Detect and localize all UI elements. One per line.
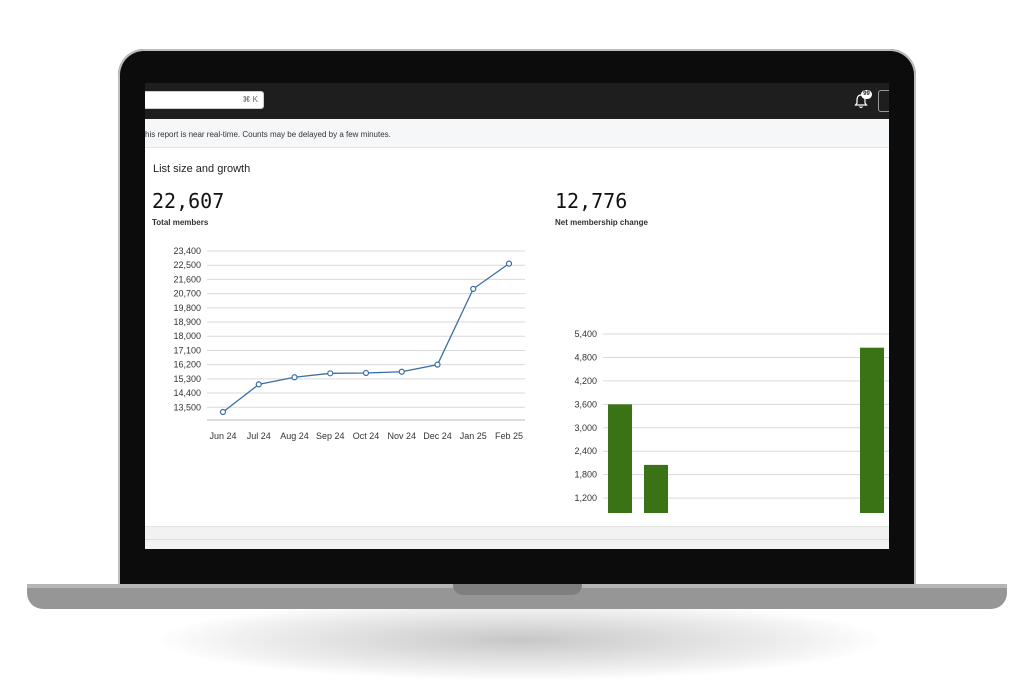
line-chart-y-tick: 18,000 [173, 331, 201, 341]
line-chart-y-tick: 14,400 [173, 388, 201, 398]
line-chart-point[interactable] [327, 370, 334, 377]
line-chart-y-tick: 21,600 [173, 274, 201, 284]
line-chart-y-tick: 19,800 [173, 303, 201, 313]
line-chart-point[interactable] [255, 381, 262, 388]
notification-badge: 99 [861, 90, 872, 99]
bar-chart-y-tick: 4,800 [574, 352, 597, 362]
line-chart-y-tick: 13,500 [173, 402, 201, 412]
line-chart-point[interactable] [219, 408, 227, 416]
line-chart-x-tick: Nov 24 [387, 431, 416, 441]
realtime-notice-text: his report is near real-time. Counts may… [145, 130, 391, 139]
search-shortcut-hint: ⌘ K [242, 95, 258, 104]
bar-chart-y-tick: 1,200 [574, 493, 597, 503]
bar-chart-y-tick: 5,400 [574, 329, 597, 339]
line-chart-point[interactable] [470, 285, 477, 292]
total-members-line-chart: 13,500 14,400 15,300 16,200 17,100 18,000 18,9… [173, 246, 525, 441]
realtime-notice: his report is near real-time. Counts may… [145, 119, 889, 148]
laptop-shadow [160, 600, 880, 680]
line-chart-y-tick: 17,100 [173, 345, 201, 355]
line-chart-y-tick: 16,200 [173, 360, 201, 370]
section-title: List size and growth [153, 163, 251, 175]
line-chart-point[interactable] [398, 368, 405, 375]
line-chart-x-tick: Jul 24 [247, 431, 271, 441]
bar-chart-y-tick: 3,000 [574, 423, 597, 433]
line-chart-point[interactable] [505, 260, 513, 267]
line-chart-x-tick: Jun 24 [209, 431, 236, 441]
laptop-hinge-notch [453, 584, 582, 595]
search-input[interactable]: ⌘ K [145, 91, 264, 109]
footer-divider [145, 539, 889, 540]
line-chart-x-tick: Aug 24 [280, 431, 309, 441]
line-chart-y-tick: 15,300 [173, 374, 201, 384]
line-chart-series-line [222, 263, 510, 413]
line-chart-x-tick: Dec 24 [423, 431, 452, 441]
bar-gain[interactable] [644, 464, 668, 513]
line-chart-x-tick: Jan 25 [460, 431, 487, 441]
net-change-bar-chart: 06001,2001,8002,4003,0003,6004,2004,8005… [574, 329, 889, 513]
line-chart-x-tick: Feb 25 [495, 431, 523, 441]
line-chart-y-tick: 18,900 [173, 317, 201, 327]
line-chart-point[interactable] [291, 374, 298, 381]
bar-chart-y-tick: 4,200 [574, 376, 597, 386]
bar-gain[interactable] [860, 347, 884, 513]
line-chart-y-tick: 23,400 [173, 246, 201, 256]
line-chart-x-tick: Sep 24 [316, 431, 345, 441]
line-chart-point[interactable] [362, 369, 370, 377]
footer-strip [145, 526, 889, 549]
line-chart-point[interactable] [434, 361, 441, 368]
bar-gain[interactable] [608, 404, 632, 513]
bar-chart-y-tick: 1,800 [574, 470, 597, 480]
total-members-label: Total members [152, 218, 209, 227]
net-change-label: Net membership change [555, 218, 648, 227]
top-navigation-bar: ⌘ K 99 [145, 83, 889, 119]
account-menu-button[interactable] [878, 90, 889, 112]
bar-chart-y-tick: 2,400 [574, 446, 597, 456]
line-chart-y-tick: 20,700 [173, 289, 201, 299]
line-chart-x-tick: Oct 24 [353, 431, 380, 441]
total-members-value: 22,607 [152, 189, 225, 213]
bar-chart-y-tick: 3,600 [574, 399, 597, 409]
net-change-value: 12,776 [555, 189, 628, 213]
app-screen: ⌘ K 99 his report is near real-time. Cou… [145, 83, 889, 549]
line-chart-y-tick: 22,500 [173, 260, 201, 270]
